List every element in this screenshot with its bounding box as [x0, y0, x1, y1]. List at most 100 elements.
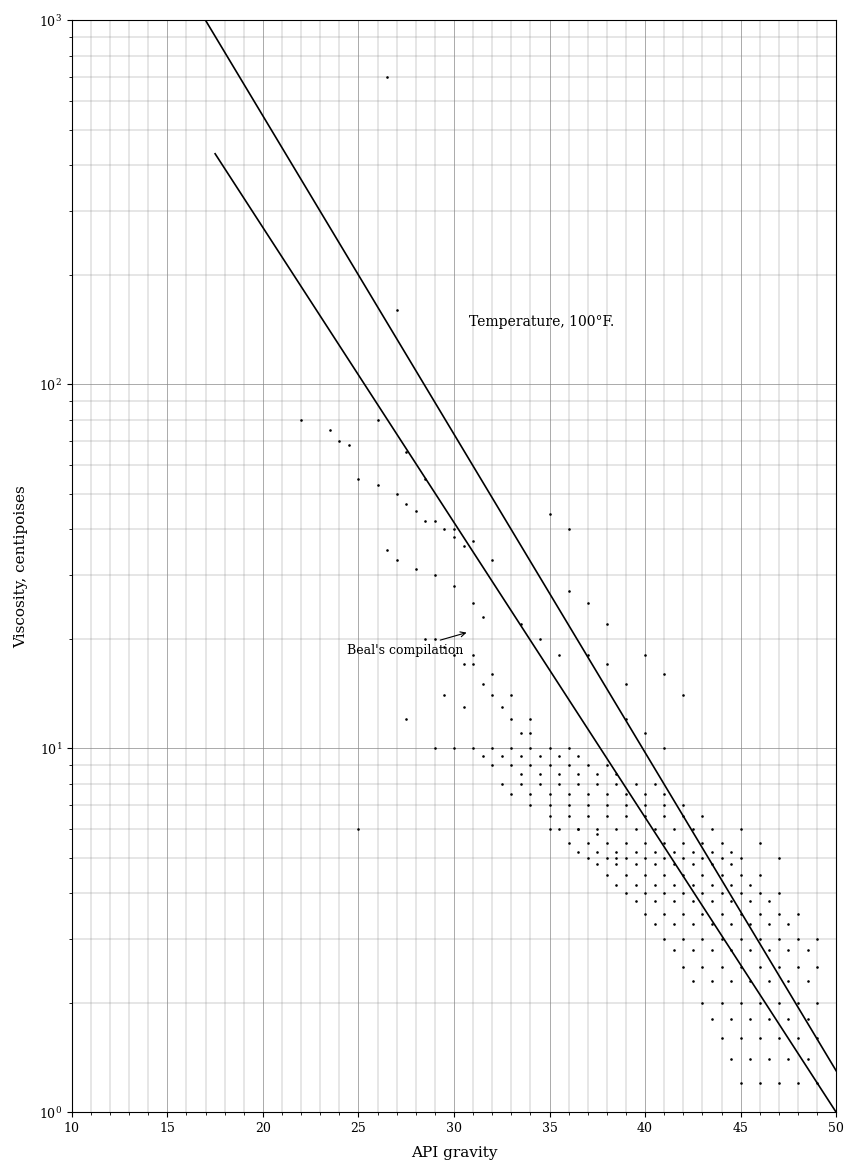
Point — [772, 958, 786, 977]
Point — [590, 855, 604, 873]
Point — [810, 930, 824, 949]
Point — [609, 842, 623, 861]
Point — [619, 884, 633, 903]
Point — [629, 842, 643, 861]
Point — [791, 930, 805, 949]
Point — [752, 1028, 766, 1047]
Point — [323, 420, 336, 439]
Point — [676, 834, 690, 852]
Point — [667, 842, 680, 861]
Point — [562, 834, 576, 852]
Point — [772, 1074, 786, 1093]
Point — [705, 855, 719, 873]
Point — [667, 915, 680, 933]
Point — [763, 940, 776, 959]
Point — [523, 784, 537, 803]
Point — [734, 905, 747, 924]
Point — [600, 865, 613, 884]
Point — [782, 971, 795, 990]
Point — [791, 1028, 805, 1047]
Point — [600, 614, 613, 633]
Point — [638, 784, 652, 803]
Point — [466, 532, 480, 551]
Point — [686, 855, 700, 873]
Point — [696, 849, 710, 868]
Point — [428, 565, 442, 583]
Point — [810, 1028, 824, 1047]
Point — [715, 834, 728, 852]
Point — [734, 958, 747, 977]
Point — [686, 940, 700, 959]
Point — [533, 629, 547, 648]
Point — [763, 1050, 776, 1068]
Point — [743, 892, 757, 911]
Point — [456, 655, 470, 674]
Point — [523, 756, 537, 775]
Point — [638, 865, 652, 884]
Point — [724, 940, 738, 959]
Point — [752, 1074, 766, 1093]
Point — [734, 993, 747, 1012]
Point — [763, 1010, 776, 1028]
Point — [495, 697, 509, 716]
Point — [629, 774, 643, 792]
Point — [657, 865, 671, 884]
Point — [705, 892, 719, 911]
Point — [696, 905, 710, 924]
Point — [619, 834, 633, 852]
Point — [619, 710, 633, 729]
Point — [419, 512, 432, 531]
Point — [696, 865, 710, 884]
Point — [696, 993, 710, 1012]
Point — [542, 819, 556, 838]
Point — [724, 1050, 738, 1068]
Point — [409, 560, 423, 579]
Point — [571, 747, 585, 765]
Point — [676, 930, 690, 949]
Point — [466, 738, 480, 757]
Point — [562, 784, 576, 803]
Point — [619, 849, 633, 868]
Point — [810, 1074, 824, 1093]
Point — [505, 756, 518, 775]
Point — [590, 764, 604, 783]
Point — [782, 1050, 795, 1068]
Point — [352, 470, 366, 488]
Point — [667, 876, 680, 895]
Point — [752, 884, 766, 903]
Point — [696, 930, 710, 949]
Y-axis label: Viscosity, centipoises: Viscosity, centipoises — [14, 485, 28, 648]
Point — [600, 849, 613, 868]
Point — [600, 795, 613, 814]
Point — [380, 67, 394, 86]
Point — [542, 784, 556, 803]
Point — [715, 930, 728, 949]
Point — [638, 724, 652, 743]
Point — [667, 940, 680, 959]
Point — [752, 993, 766, 1012]
Point — [438, 520, 451, 539]
Point — [638, 849, 652, 868]
Point — [456, 697, 470, 716]
Point — [752, 958, 766, 977]
Point — [696, 958, 710, 977]
Point — [772, 905, 786, 924]
Point — [505, 738, 518, 757]
Point — [638, 646, 652, 664]
Point — [609, 764, 623, 783]
Point — [810, 993, 824, 1012]
Point — [294, 410, 308, 429]
Point — [514, 774, 528, 792]
Point — [371, 410, 384, 429]
Point — [648, 876, 662, 895]
Point — [447, 646, 461, 664]
Point — [686, 971, 700, 990]
Point — [609, 819, 623, 838]
Point — [686, 892, 700, 911]
Point — [609, 849, 623, 868]
Point — [734, 849, 747, 868]
Point — [763, 971, 776, 990]
Point — [772, 993, 786, 1012]
Point — [676, 849, 690, 868]
Point — [676, 865, 690, 884]
